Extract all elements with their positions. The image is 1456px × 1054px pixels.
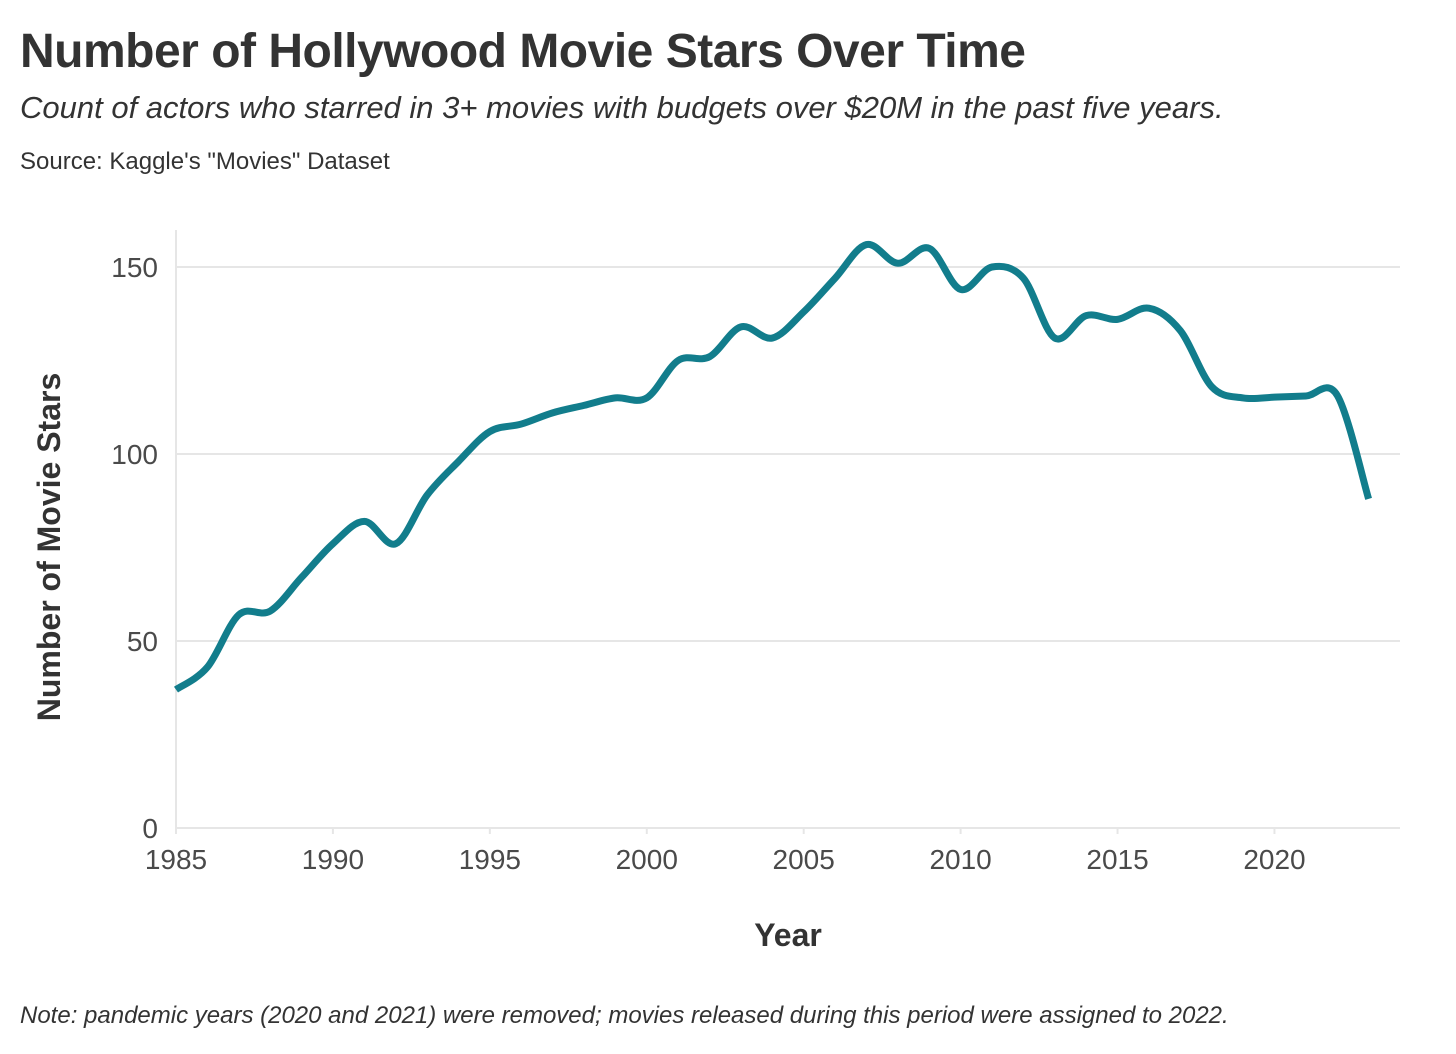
x-tick-label-1985: 1985 (145, 844, 207, 875)
series-line-0 (173, 241, 1372, 693)
y-tick-label-150: 150 (111, 252, 158, 283)
line-chart: 0 50 100 150 1985 1990 1995 2000 2005 2010 2015 202… (31, 230, 1400, 953)
axes (175, 230, 1400, 834)
series (173, 241, 1372, 693)
x-tick-label-2010: 2010 (929, 844, 991, 875)
y-tick-label-100: 100 (111, 439, 158, 470)
chart-subtitle: Count of actors who starred in 3+ movies… (20, 90, 1224, 125)
x-tick-label-1990: 1990 (302, 844, 364, 875)
x-axis-title: Year (754, 917, 822, 953)
chart-note: Note: pandemic years (2020 and 2021) wer… (20, 1002, 1229, 1029)
x-tick-label-1995: 1995 (459, 844, 521, 875)
y-tick-label-50: 50 (127, 626, 158, 657)
x-tick-label-2020: 2020 (1243, 844, 1305, 875)
y-axis-title: Number of Movie Stars (31, 373, 67, 722)
y-tick-label-0: 0 (142, 813, 158, 844)
tick-labels: 0 50 100 150 1985 1990 1995 2000 2005 2010 2015 202… (111, 252, 1305, 875)
chart-title: Number of Hollywood Movie Stars Over Tim… (20, 25, 1026, 78)
x-tick-label-2015: 2015 (1086, 844, 1148, 875)
chart-source: Source: Kaggle's "Movies" Dataset (20, 148, 390, 175)
x-tick-label-2005: 2005 (773, 844, 835, 875)
gridlines (176, 266, 1400, 642)
x-tick-label-2000: 2000 (616, 844, 678, 875)
